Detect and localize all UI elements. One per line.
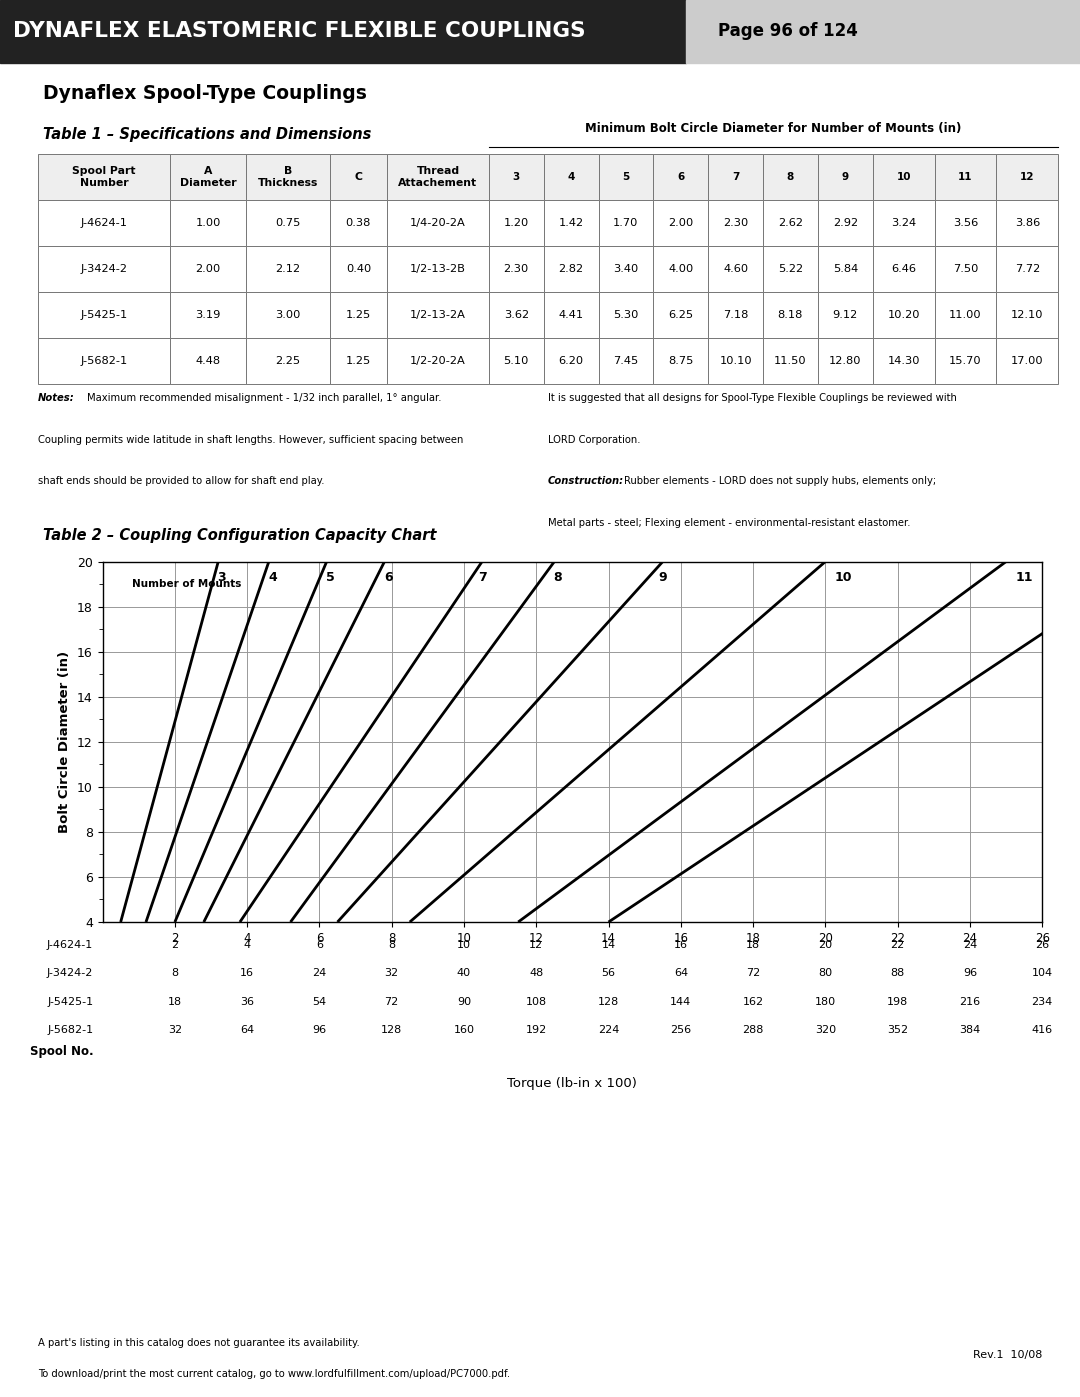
Text: Table 2 – Coupling Configuration Capacity Chart: Table 2 – Coupling Configuration Capacit… (43, 528, 436, 542)
Bar (686, 0, 1080, 63)
Text: 22: 22 (891, 940, 905, 950)
Text: 96: 96 (963, 968, 977, 978)
Text: 32: 32 (384, 968, 399, 978)
Text: 88: 88 (891, 968, 905, 978)
Text: 128: 128 (598, 997, 619, 1007)
Text: 9: 9 (659, 571, 667, 584)
Text: 416: 416 (1031, 1025, 1053, 1035)
Bar (0, 0, 686, 63)
Text: 216: 216 (959, 997, 981, 1007)
Text: 26: 26 (1035, 940, 1050, 950)
Text: A part's listing in this catalog does not guarantee its availability.: A part's listing in this catalog does no… (38, 1338, 360, 1348)
Text: Rubber elements - LORD does not supply hubs, elements only;: Rubber elements - LORD does not supply h… (623, 476, 935, 486)
Text: 256: 256 (671, 1025, 691, 1035)
Text: 224: 224 (598, 1025, 619, 1035)
Text: 54: 54 (312, 997, 326, 1007)
Text: Rev.1  10/08: Rev.1 10/08 (973, 1350, 1042, 1361)
Text: 72: 72 (746, 968, 760, 978)
Text: 384: 384 (959, 1025, 981, 1035)
Text: 180: 180 (814, 997, 836, 1007)
Text: 40: 40 (457, 968, 471, 978)
Text: Metal parts - steel; Flexing element - environmental-resistant elastomer.: Metal parts - steel; Flexing element - e… (549, 518, 910, 528)
Text: 5: 5 (326, 571, 335, 584)
Text: Maximum recommended misalignment - 1/32 inch parallel, 1° angular.: Maximum recommended misalignment - 1/32 … (86, 394, 442, 404)
Text: 3: 3 (217, 571, 226, 584)
Text: 18: 18 (167, 997, 181, 1007)
Text: 18: 18 (746, 940, 760, 950)
Text: 6: 6 (383, 571, 392, 584)
Text: 288: 288 (742, 1025, 764, 1035)
Text: 24: 24 (962, 940, 977, 950)
Text: 4: 4 (268, 571, 276, 584)
Text: 6: 6 (316, 940, 323, 950)
Text: 11: 11 (1015, 571, 1032, 584)
Text: Construction:: Construction: (549, 476, 624, 486)
Text: Number of Mounts: Number of Mounts (132, 580, 241, 590)
Text: 14: 14 (602, 940, 616, 950)
Text: 8: 8 (388, 940, 395, 950)
Text: 64: 64 (240, 1025, 254, 1035)
Text: It is suggested that all designs for Spool-Type Flexible Couplings be reviewed w: It is suggested that all designs for Spo… (549, 394, 957, 404)
Text: 2: 2 (172, 940, 178, 950)
Text: Page 96 of 124: Page 96 of 124 (718, 22, 859, 41)
Text: 72: 72 (384, 997, 399, 1007)
Text: Table 1 – Specifications and Dimensions: Table 1 – Specifications and Dimensions (43, 127, 372, 141)
Text: 48: 48 (529, 968, 543, 978)
Text: 80: 80 (819, 968, 833, 978)
Text: 108: 108 (526, 997, 546, 1007)
Text: Notes:: Notes: (38, 394, 75, 404)
Text: 36: 36 (240, 997, 254, 1007)
Text: 64: 64 (674, 968, 688, 978)
Text: Coupling permits wide latitude in shaft lengths. However, sufficient spacing bet: Coupling permits wide latitude in shaft … (38, 436, 463, 446)
Text: 144: 144 (671, 997, 691, 1007)
Text: 162: 162 (743, 997, 764, 1007)
Text: 10: 10 (457, 940, 471, 950)
Text: LORD Corporation.: LORD Corporation. (549, 436, 640, 446)
Text: Torque (lb-in x 100): Torque (lb-in x 100) (508, 1077, 637, 1090)
Text: 160: 160 (454, 1025, 474, 1035)
Text: 192: 192 (526, 1025, 546, 1035)
Text: 8: 8 (554, 571, 563, 584)
Text: 10: 10 (835, 571, 852, 584)
Text: J-3424-2: J-3424-2 (46, 968, 93, 978)
Text: J-5682-1: J-5682-1 (48, 1025, 93, 1035)
Text: 16: 16 (674, 940, 688, 950)
Text: 128: 128 (381, 1025, 403, 1035)
Text: 104: 104 (1031, 968, 1053, 978)
Text: shaft ends should be provided to allow for shaft end play.: shaft ends should be provided to allow f… (38, 476, 324, 486)
Text: 56: 56 (602, 968, 616, 978)
Text: 352: 352 (887, 1025, 908, 1035)
Text: 90: 90 (457, 997, 471, 1007)
Text: 7: 7 (477, 571, 486, 584)
Text: 24: 24 (312, 968, 326, 978)
Text: To download/print the most current catalog, go to www.lordfulfillment.com/upload: To download/print the most current catal… (38, 1369, 510, 1379)
Text: 8: 8 (172, 968, 178, 978)
Text: Minimum Bolt Circle Diameter for Number of Mounts (in): Minimum Bolt Circle Diameter for Number … (585, 122, 962, 136)
Text: 234: 234 (1031, 997, 1053, 1007)
Text: 12: 12 (529, 940, 543, 950)
Text: DYNAFLEX ELASTOMERIC FLEXIBLE COUPLINGS: DYNAFLEX ELASTOMERIC FLEXIBLE COUPLINGS (13, 21, 585, 42)
Text: 20: 20 (819, 940, 833, 950)
Text: Spool No.: Spool No. (29, 1045, 93, 1058)
Text: J-5425-1: J-5425-1 (48, 997, 93, 1007)
Text: 320: 320 (814, 1025, 836, 1035)
Text: 4: 4 (244, 940, 251, 950)
Text: 198: 198 (887, 997, 908, 1007)
Text: 96: 96 (312, 1025, 326, 1035)
Text: J-4624-1: J-4624-1 (46, 940, 93, 950)
Text: Dynaflex Spool-Type Couplings: Dynaflex Spool-Type Couplings (43, 84, 367, 103)
Text: 32: 32 (167, 1025, 181, 1035)
Y-axis label: Bolt Circle Diameter (in): Bolt Circle Diameter (in) (58, 651, 71, 833)
Text: 16: 16 (240, 968, 254, 978)
